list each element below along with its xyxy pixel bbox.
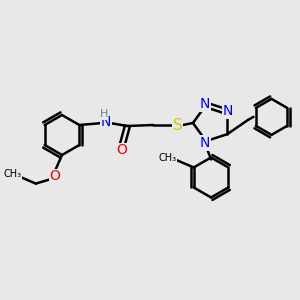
Text: CH₃: CH₃	[4, 169, 22, 179]
Text: N: N	[200, 136, 210, 150]
Text: N: N	[223, 104, 233, 118]
Text: CH₃: CH₃	[158, 153, 177, 163]
Text: S: S	[173, 118, 183, 133]
Text: N: N	[100, 115, 111, 129]
Text: H: H	[100, 109, 108, 119]
Text: N: N	[200, 97, 210, 111]
Text: O: O	[50, 169, 60, 183]
Text: O: O	[116, 143, 127, 157]
